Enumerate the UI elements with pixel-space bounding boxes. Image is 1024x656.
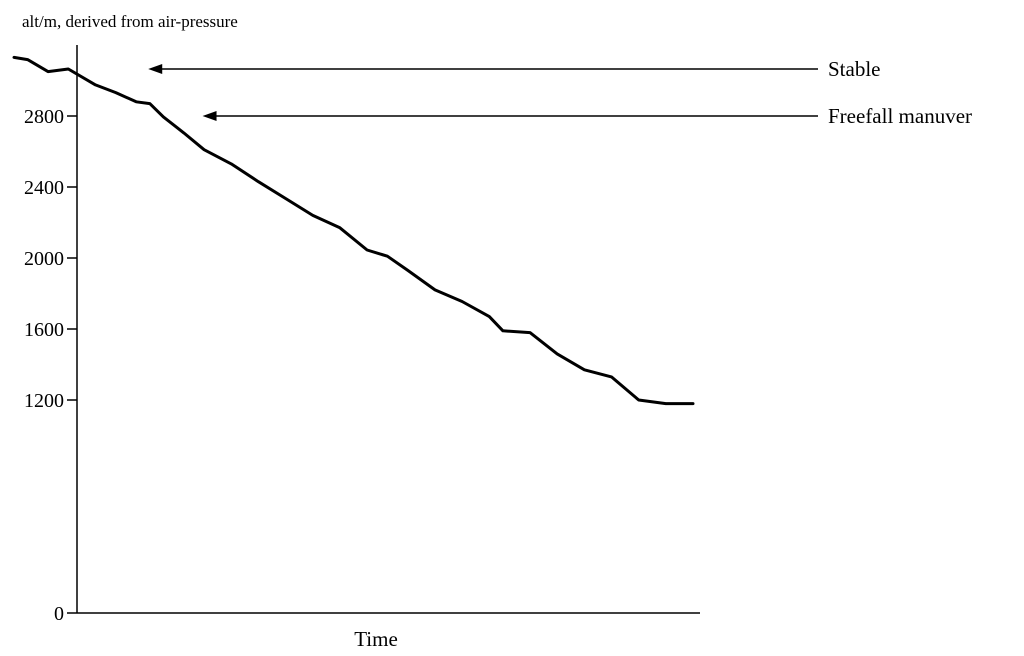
- altitude-series-line: [12, 55, 695, 406]
- annotation-arrowhead: [148, 63, 163, 74]
- annotation-label: Freefall manuver: [828, 104, 972, 128]
- annotations: Stable Freefall manuver: [148, 57, 972, 128]
- y-tick-label: 2400: [24, 177, 64, 199]
- axes: [76, 45, 700, 614]
- x-axis-label: Time: [354, 627, 398, 651]
- y-tick-label: 1200: [24, 390, 64, 412]
- y-tick-label: 2800: [24, 106, 64, 128]
- y-tick-label: 1600: [24, 319, 64, 341]
- y-ticks: 0 1200 1600 2000 2400 2800: [24, 106, 77, 625]
- y-tick-label: 2000: [24, 248, 64, 270]
- y-axis-label: alt/m, derived from air-pressure: [22, 12, 238, 31]
- annotation-arrowhead: [202, 111, 217, 121]
- y-tick-label: 0: [54, 603, 64, 625]
- annotation-label: Stable: [828, 57, 881, 81]
